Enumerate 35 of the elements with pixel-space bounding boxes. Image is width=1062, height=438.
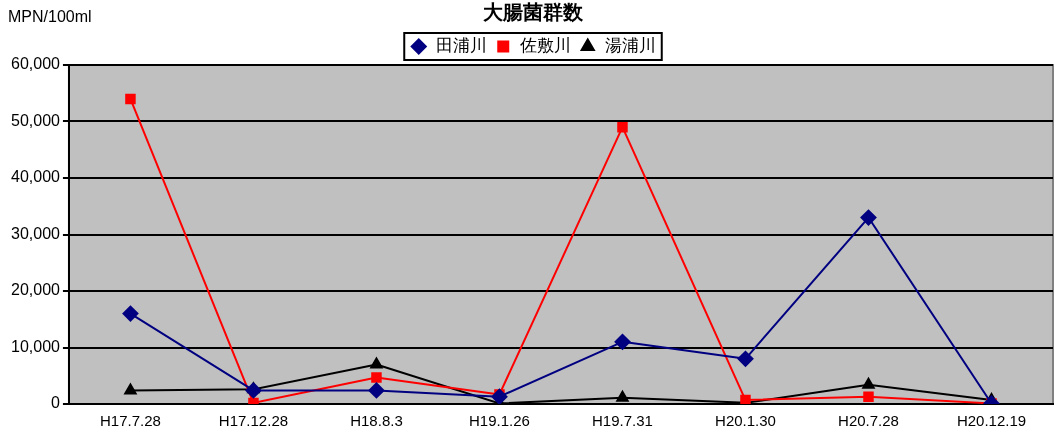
x-tick-label: H19.7.31 (592, 412, 653, 430)
point (863, 391, 874, 402)
x-tick-label: H20.1.30 (715, 412, 776, 430)
point (862, 377, 875, 389)
y-axis-title: MPN/100ml (8, 8, 92, 26)
point (491, 388, 508, 404)
y-tick-label: 10,000 (11, 337, 61, 355)
y-tick-label: 0 (51, 394, 61, 412)
x-tick-label: H18.8.3 (350, 412, 403, 430)
x-tick-label: H19.1.26 (469, 412, 530, 430)
point (368, 382, 385, 399)
y-tick-label: 50,000 (11, 111, 61, 129)
x-tick-label: H20.12.19 (956, 412, 1027, 430)
legend-label: 田浦川 (435, 34, 487, 55)
point (614, 333, 631, 350)
x-tick-label: H17.12.28 (218, 412, 289, 430)
point (122, 305, 139, 322)
y-tick-label: 20,000 (11, 281, 61, 299)
point (617, 121, 628, 133)
x-tick-label: H17.7.28 (100, 412, 161, 430)
point (371, 372, 382, 383)
point (125, 93, 136, 105)
point (124, 383, 137, 395)
y-tick-label: 40,000 (11, 168, 61, 186)
y-tick-label: 30,000 (11, 224, 61, 242)
point (860, 209, 877, 226)
x-tick-label: H20.7.28 (838, 412, 899, 430)
y-tick-label: 60,000 (11, 55, 61, 73)
point (370, 357, 383, 369)
legend-label: 湯浦川 (604, 34, 656, 55)
point (616, 390, 629, 402)
point (737, 350, 754, 367)
chart-title: 大腸菌群数 (483, 0, 584, 25)
legend-label: 佐敷川 (520, 34, 572, 55)
point (245, 382, 262, 399)
